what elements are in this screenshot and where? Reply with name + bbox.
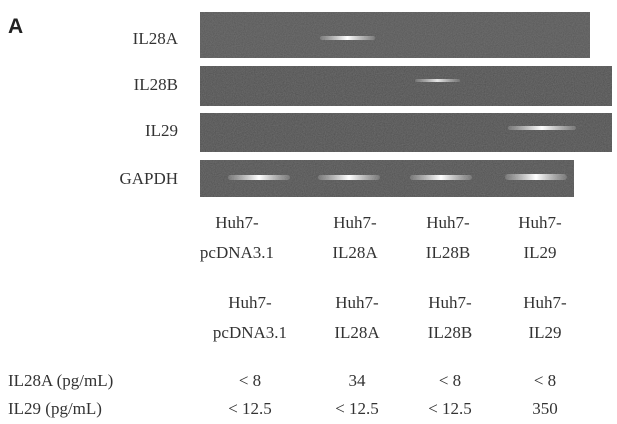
band — [505, 174, 567, 180]
band — [320, 36, 375, 40]
table-cell: < 8 — [439, 372, 461, 389]
lane-label: IL29 — [523, 244, 556, 261]
gel-image — [0, 0, 617, 424]
gel-row-label: GAPDH — [119, 170, 178, 187]
table-cell: < 12.5 — [335, 400, 379, 417]
gel-row-label: IL28A — [133, 30, 178, 47]
gel-row-label: IL29 — [145, 122, 178, 139]
table-cell: < 12.5 — [228, 400, 272, 417]
band — [318, 175, 380, 180]
figure: A IL28A IL28B IL29 GAPDH Huh7- pcDNA3.1 Huh7- I… — [0, 0, 617, 424]
table-header: pcDNA3.1 — [213, 324, 287, 341]
gel-row-label: IL28B — [134, 76, 178, 93]
table-header: IL28B — [428, 324, 472, 341]
lane-label: IL28B — [426, 244, 470, 261]
gel-panel — [200, 113, 612, 152]
band — [415, 79, 460, 82]
lane-label: IL28A — [332, 244, 377, 261]
table-header: Huh7- — [335, 294, 378, 311]
table-cell: 34 — [349, 372, 366, 389]
table-row-label: IL29 (pg/mL) — [8, 400, 102, 417]
table-row-label: IL28A (pg/mL) — [8, 372, 113, 389]
table-header: IL28A — [334, 324, 379, 341]
table-cell: < 8 — [534, 372, 556, 389]
table-header: Huh7- — [228, 294, 271, 311]
lane-label: pcDNA3.1 — [200, 244, 274, 261]
band — [508, 126, 576, 130]
lane-label: Huh7- — [215, 214, 258, 231]
lane-label: Huh7- — [518, 214, 561, 231]
table-cell: < 12.5 — [428, 400, 472, 417]
gel-panel — [200, 66, 612, 106]
gel-panel — [200, 12, 590, 58]
table-cell: < 8 — [239, 372, 261, 389]
table-header: IL29 — [528, 324, 561, 341]
table-header: Huh7- — [523, 294, 566, 311]
lane-label: Huh7- — [333, 214, 376, 231]
table-header: Huh7- — [428, 294, 471, 311]
lane-label: Huh7- — [426, 214, 469, 231]
gel-panels — [200, 12, 612, 197]
panel-label: A — [8, 16, 23, 37]
table-cell: 350 — [532, 400, 558, 417]
band — [410, 175, 472, 180]
band — [228, 175, 290, 180]
